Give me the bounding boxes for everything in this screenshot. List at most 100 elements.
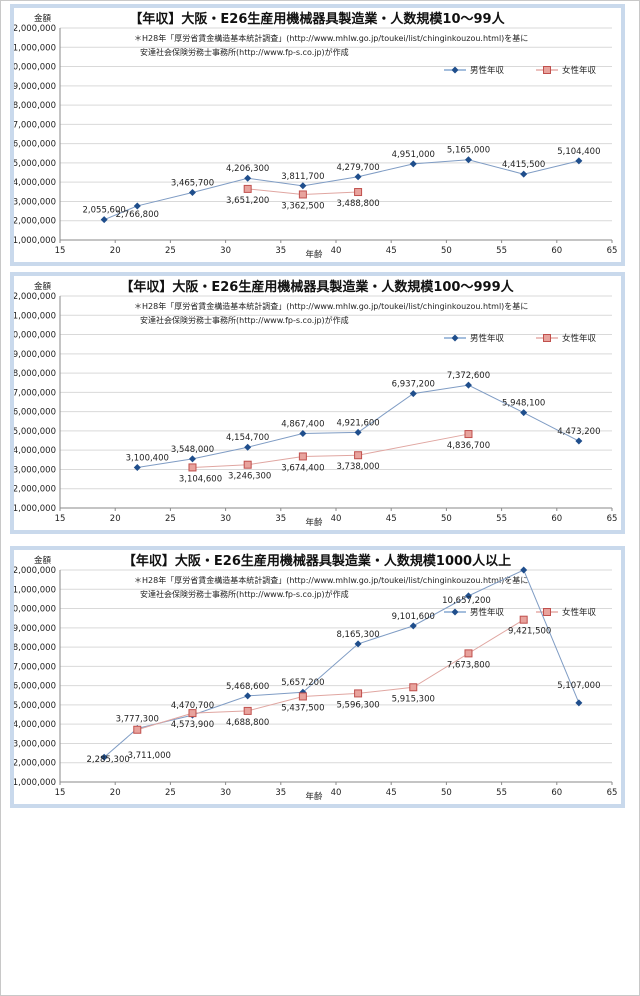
data-point-square	[243, 184, 252, 193]
y-tick-label: 1,000,000	[14, 504, 56, 514]
data-label: 5,657,200	[281, 678, 324, 688]
data-point-diamond	[100, 216, 108, 224]
x-tick-label: 40	[331, 514, 342, 524]
x-tick-label: 50	[441, 514, 452, 524]
data-point-diamond	[520, 566, 528, 574]
y-tick-label: 7,000,000	[14, 120, 56, 130]
data-label: 7,673,800	[447, 660, 490, 670]
data-label: 3,362,500	[281, 201, 324, 211]
x-tick-label: 50	[441, 246, 452, 256]
x-tick-label: 55	[496, 514, 507, 524]
y-axis-label: 金額	[34, 281, 52, 292]
data-label: 2,285,300	[87, 755, 130, 765]
legend-entry: 男性年収	[470, 333, 505, 344]
data-label: 3,711,000	[128, 751, 171, 761]
x-tick-label: 30	[220, 514, 231, 524]
data-point-square	[464, 649, 473, 658]
x-tick-label: 25	[165, 514, 176, 524]
x-axis-label: 年齢	[305, 517, 323, 528]
data-point-square	[464, 430, 473, 439]
data-point-square	[298, 190, 307, 199]
chart-2: 1,000,000 2,000,000 3,000,000 4,000,000 5,00…	[14, 279, 618, 528]
chart-panel-3: 1,000,000 2,000,000 3,000,000 4,000,000 5,00…	[10, 546, 625, 808]
data-point-diamond	[299, 182, 307, 190]
data-label: 2,766,800	[116, 210, 159, 220]
x-tick-label: 25	[165, 788, 176, 798]
data-label: 7,372,600	[447, 371, 490, 381]
legend-marker-square	[543, 66, 551, 74]
data-label: 4,867,400	[281, 419, 324, 429]
data-label: 4,573,900	[171, 720, 214, 730]
x-tick-label: 40	[331, 788, 342, 798]
data-point-square	[298, 452, 307, 461]
y-tick-label: 10,000,000	[14, 605, 56, 615]
y-tick-label: 9,000,000	[14, 350, 56, 360]
x-tick-label: 45	[386, 246, 397, 256]
y-tick-label: 3,000,000	[14, 465, 56, 475]
legend-marker-diamond	[451, 66, 459, 74]
data-point-diamond	[409, 160, 417, 168]
data-label: 6,937,200	[392, 380, 435, 390]
data-point-diamond	[244, 443, 252, 451]
data-point-diamond	[354, 428, 362, 436]
data-label: 4,473,200	[557, 427, 600, 437]
series-line	[103, 159, 579, 221]
data-label: 3,651,200	[226, 196, 269, 206]
x-tick-label: 60	[551, 246, 562, 256]
data-point-diamond	[354, 640, 362, 648]
data-label: 5,468,600	[226, 682, 269, 692]
x-tick-label: 65	[607, 246, 618, 256]
data-point-diamond	[464, 381, 472, 389]
chart-note-line1: ＊H28年「厚労省賃金構造基本統計調査」(http://www.mhlw.go.…	[134, 33, 528, 43]
y-tick-label: 2,000,000	[14, 485, 56, 495]
y-tick-label: 12,000,000	[14, 292, 56, 302]
x-tick-label: 15	[55, 514, 66, 524]
legend-entry: 男性年収	[470, 607, 505, 618]
y-tick-label: 5,000,000	[14, 159, 56, 169]
y-tick-label: 8,000,000	[14, 101, 56, 111]
chart-title: 【年収】大阪・E26生産用機械器具製造業・人数規模100～999人	[120, 279, 514, 295]
legend-entry: 女性年収	[562, 65, 597, 76]
data-label: 5,948,100	[502, 399, 545, 409]
y-tick-label: 5,000,000	[14, 701, 56, 711]
y-tick-label: 5,000,000	[14, 427, 56, 437]
data-label: 4,206,300	[226, 164, 269, 174]
data-point-square	[133, 725, 142, 734]
chart-title: 【年収】大阪・E26生産用機械器具製造業・人数規模1000人以上	[123, 553, 511, 569]
data-point-diamond	[299, 429, 307, 437]
data-label: 2,055,600	[83, 206, 126, 216]
chart-note-line2: 安達社会保険労務士事務所(http://www.fp-s.co.jp)が作成	[140, 47, 349, 57]
data-point-diamond	[409, 622, 417, 630]
legend-entry: 女性年収	[562, 333, 597, 344]
y-tick-label: 11,000,000	[14, 43, 56, 53]
data-point-diamond	[100, 753, 108, 761]
y-tick-label: 4,000,000	[14, 446, 56, 456]
data-point-diamond	[575, 157, 583, 165]
x-tick-label: 15	[55, 246, 66, 256]
data-point-diamond	[188, 188, 196, 196]
data-label: 4,279,700	[336, 163, 379, 173]
data-point-diamond	[575, 699, 583, 707]
y-tick-label: 4,000,000	[14, 178, 56, 188]
data-label: 3,104,600	[179, 474, 222, 484]
data-label: 3,465,700	[171, 178, 214, 188]
data-label: 3,777,300	[116, 714, 159, 724]
x-tick-label: 65	[607, 788, 618, 798]
legend-entry: 男性年収	[470, 65, 505, 76]
data-label: 9,101,600	[392, 612, 435, 622]
data-label: 4,470,700	[171, 701, 214, 711]
data-label: 3,738,000	[336, 462, 379, 472]
data-label: 4,951,000	[392, 150, 435, 160]
x-axis-label: 年齢	[305, 791, 323, 802]
data-point-square	[188, 709, 197, 718]
data-point-diamond	[133, 202, 141, 210]
data-point-diamond	[520, 409, 528, 417]
data-label: 5,165,000	[447, 146, 490, 156]
data-label: 4,836,700	[447, 441, 490, 451]
data-label: 3,548,000	[171, 445, 214, 455]
legend-marker-square	[543, 334, 551, 342]
data-point-diamond	[133, 464, 141, 472]
y-tick-label: 3,000,000	[14, 739, 56, 749]
y-tick-label: 9,000,000	[14, 624, 56, 634]
x-tick-label: 65	[607, 514, 618, 524]
